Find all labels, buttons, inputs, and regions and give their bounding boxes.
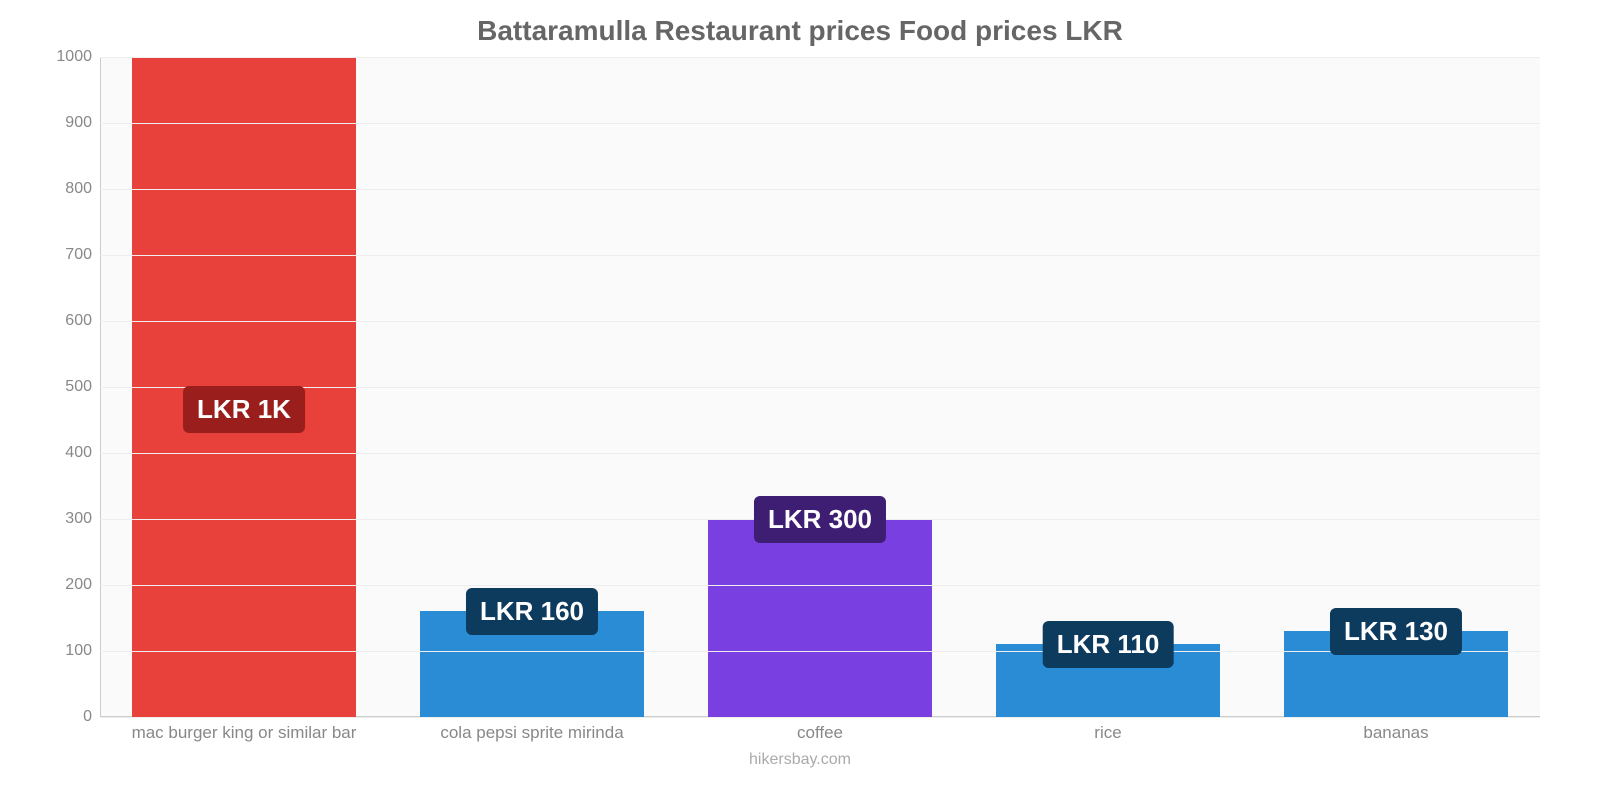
grid-line <box>100 585 1540 586</box>
x-tick-label: coffee <box>676 723 964 743</box>
bar: LKR 130 <box>1284 631 1509 717</box>
y-tick-label: 100 <box>50 642 92 660</box>
x-tick-label: rice <box>964 723 1252 743</box>
grid-line <box>100 189 1540 190</box>
grid-line <box>100 717 1540 718</box>
y-tick-label: 600 <box>50 312 92 330</box>
y-tick-label: 500 <box>50 378 92 396</box>
x-tick-label: bananas <box>1252 723 1540 743</box>
y-tick-label: 0 <box>50 708 92 726</box>
y-tick-label: 1000 <box>50 48 92 66</box>
x-tick-label: cola pepsi sprite mirinda <box>388 723 676 743</box>
chart-title: Battaramulla Restaurant prices Food pric… <box>40 15 1560 47</box>
y-tick-label: 400 <box>50 444 92 462</box>
bar: LKR 300 <box>708 519 933 717</box>
bar: LKR 160 <box>420 611 645 717</box>
value-badge: LKR 130 <box>1330 608 1462 655</box>
plot-area: LKR 1KLKR 160LKR 300LKR 110LKR 130 01002… <box>100 57 1540 717</box>
value-badge: LKR 160 <box>466 588 598 635</box>
y-tick-label: 800 <box>50 180 92 198</box>
x-tick-label: mac burger king or similar bar <box>100 723 388 743</box>
y-tick-label: 200 <box>50 576 92 594</box>
y-tick-label: 300 <box>50 510 92 528</box>
bar: LKR 110 <box>996 644 1221 717</box>
x-axis-labels: mac burger king or similar barcola pepsi… <box>100 723 1540 743</box>
grid-line <box>100 651 1540 652</box>
value-badge: LKR 300 <box>754 496 886 543</box>
grid-line <box>100 255 1540 256</box>
grid-line <box>100 453 1540 454</box>
chart-container: Battaramulla Restaurant prices Food pric… <box>0 0 1600 800</box>
y-tick-label: 700 <box>50 246 92 264</box>
grid-line <box>100 57 1540 58</box>
credit-text: hikersbay.com <box>40 751 1560 769</box>
grid-line <box>100 321 1540 322</box>
y-tick-label: 900 <box>50 114 92 132</box>
value-badge: LKR 110 <box>1043 621 1174 668</box>
grid-line <box>100 123 1540 124</box>
value-badge: LKR 1K <box>183 386 305 433</box>
grid-line <box>100 387 1540 388</box>
